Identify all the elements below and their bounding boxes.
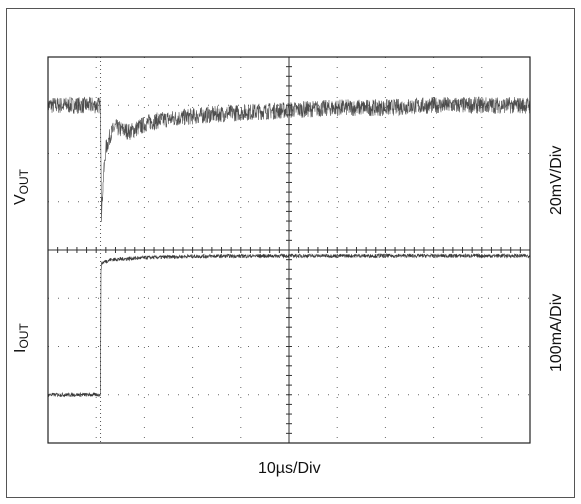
vout-label-main: V	[12, 194, 29, 205]
iout-scale-label: 100mA/Div	[548, 294, 566, 372]
vout-axis-label: VOUT	[12, 169, 31, 205]
vout-scale-label: 20mV/Div	[548, 146, 566, 215]
iout-label-main: I	[12, 349, 29, 353]
x-axis-label: 10µs/Div	[258, 460, 321, 478]
iout-axis-label: IOUT	[12, 323, 31, 353]
vout-label-sub: OUT	[17, 169, 31, 194]
iout-label-sub: OUT	[17, 323, 31, 348]
